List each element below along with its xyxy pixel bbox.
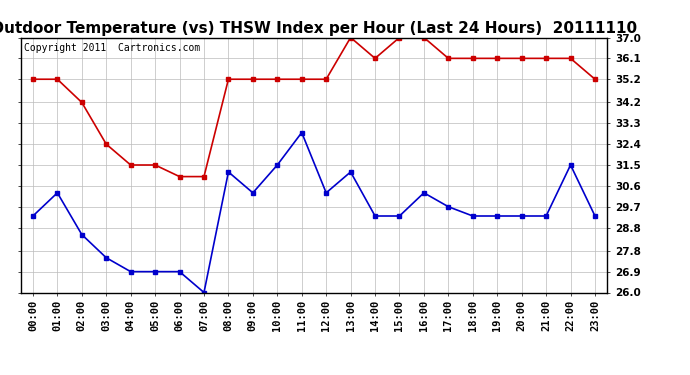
Title: Outdoor Temperature (vs) THSW Index per Hour (Last 24 Hours)  20111110: Outdoor Temperature (vs) THSW Index per … <box>0 21 637 36</box>
Text: Copyright 2011  Cartronics.com: Copyright 2011 Cartronics.com <box>23 43 200 52</box>
